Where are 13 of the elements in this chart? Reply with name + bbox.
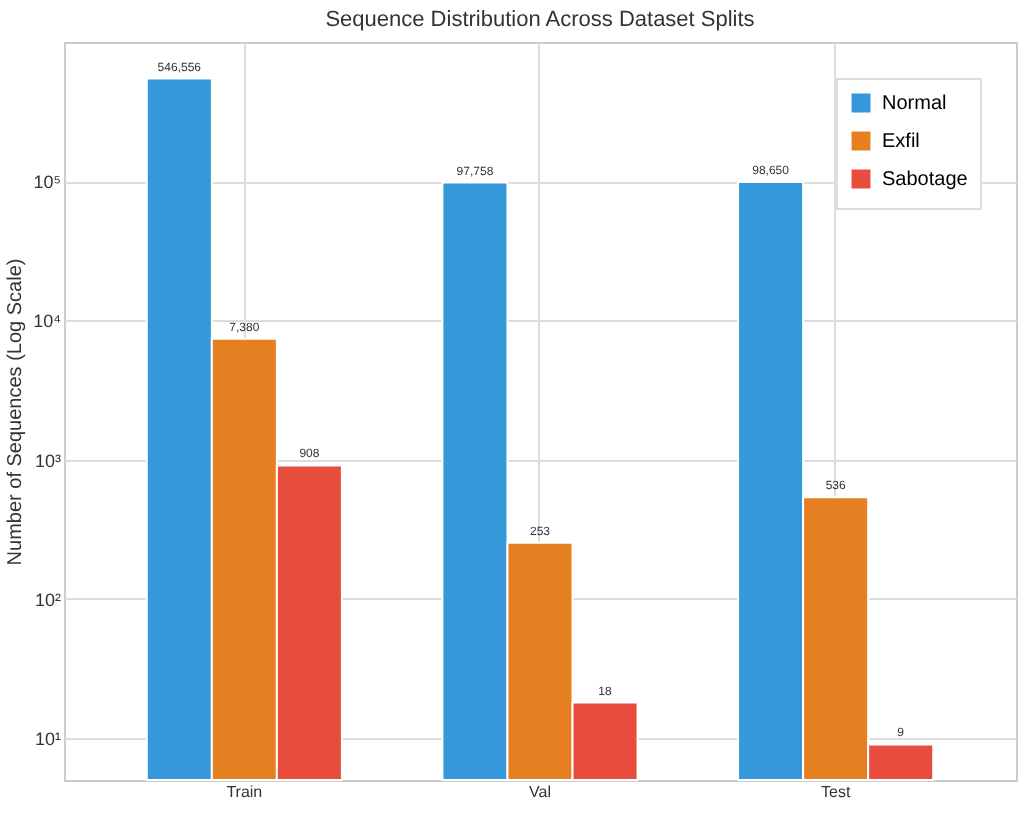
y-tick-label: 10³ xyxy=(34,450,61,471)
y-tick-label: 10⁴ xyxy=(33,311,62,332)
legend-label: Sabotage xyxy=(882,169,969,191)
y-tick-label: 10⁵ xyxy=(33,172,62,193)
y-axis-title: Number of Sequences (Log Scale) xyxy=(5,258,28,566)
x-tick-label: Test xyxy=(820,783,852,801)
legend-label: Exfil xyxy=(882,131,920,153)
x-tick-label: Train xyxy=(226,783,263,801)
y-tick-label: 10² xyxy=(34,589,61,610)
legend-label: Normal xyxy=(882,93,947,115)
x-tick-label: Val xyxy=(529,783,552,801)
y-tick-label: 10¹ xyxy=(34,729,61,750)
chart-title: Sequence Distribution Across Dataset Splits xyxy=(325,8,756,32)
